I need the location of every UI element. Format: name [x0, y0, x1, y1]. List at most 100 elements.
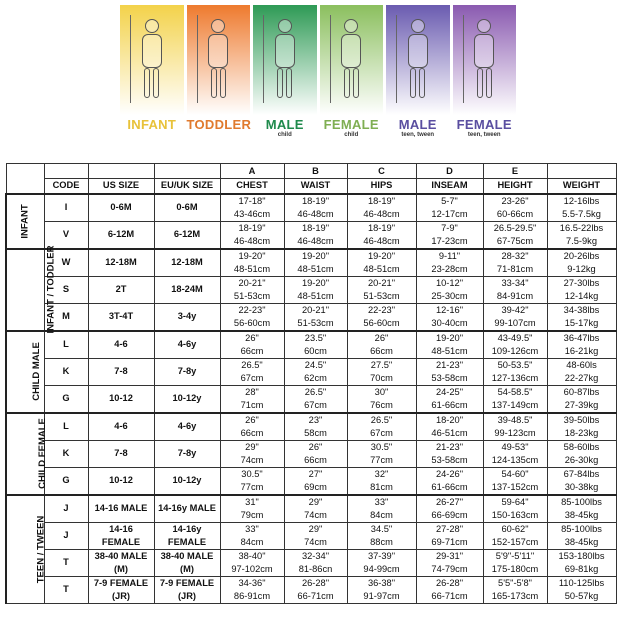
cell-text: 86-91cm — [233, 590, 271, 601]
cell-text: 6-12M — [173, 229, 201, 239]
cell-chest: 26.5" 67cm — [219, 357, 285, 386]
column-header-weight: WEIGHT — [546, 178, 617, 194]
cell-hips: 30.5" 77cm — [346, 439, 417, 468]
cell-text: 48-51cm — [363, 263, 400, 274]
header-row: CODE US SIZE EU/UK SIZE CHEST WAIST HIPS INSEA… — [6, 178, 617, 194]
cell-chest: 29" 74cm — [219, 439, 285, 468]
cell-text: 24.5" — [304, 359, 327, 370]
cell-code: K — [43, 357, 89, 386]
cell-inseam: 26-27" 66-69cm — [415, 493, 484, 523]
cell-chest: 30.5" 77cm — [219, 466, 285, 495]
cell-text: 79cm — [240, 509, 264, 520]
cell-text: 84-91cm — [496, 290, 534, 301]
cell-text: 99-123cm — [494, 427, 536, 438]
cell-waist: 23" 58cm — [283, 411, 348, 441]
cell-text: 10-12 — [109, 393, 133, 403]
cell-text: 37-39" — [367, 550, 396, 561]
cell-text: 17-18" — [238, 195, 266, 206]
cell-text: 18-19" — [238, 222, 266, 233]
cell-text: 12-18M — [171, 257, 203, 267]
cell-text: 30-38kg — [564, 481, 599, 492]
cell-waist: 19-20" 48-51cm — [283, 275, 348, 304]
cell-text: L — [63, 421, 69, 431]
table-row: CHILD MALE L 4-6 4-6y 26" 66cm 23.5" 60cm 26" 66c… — [5, 329, 617, 413]
cell-waist: 32-34" 81-86cn — [283, 548, 348, 577]
cell-text: 12-17cm — [431, 208, 468, 219]
figure-illustration — [339, 19, 363, 105]
cell-text: 66-71cm — [297, 590, 334, 601]
cell-text: 5'9"-5'11" — [495, 550, 535, 561]
cell-text: 60-66cm — [496, 208, 534, 219]
cell-hips: 27.5" 70cm — [346, 357, 417, 386]
cell-inseam: 21-23" 53-58cm — [415, 439, 484, 468]
cell-height: 26.5-29.5" 67-75cm — [482, 220, 548, 249]
cell-hips: 32" 81cm — [346, 466, 417, 495]
cell-text: 97-102cm — [231, 563, 273, 574]
blank-header — [546, 163, 617, 179]
cell-code: T — [43, 575, 89, 604]
cell-text: 18-19" — [301, 195, 330, 206]
cell-eu-uk-size: 7-8y — [153, 357, 221, 386]
cell-code: I — [43, 192, 89, 222]
cell-text: 53-58cm — [431, 372, 468, 383]
cell-weight: 20-26lbs 9-12kg — [546, 247, 617, 277]
cell-text: 23-28cm — [431, 263, 468, 274]
cell-code: L — [43, 411, 89, 441]
cell-us-size: 10-12 — [87, 384, 155, 413]
cell-weight: 34-38lbs 15-17kg — [546, 302, 617, 331]
cell-text: 30-40cm — [431, 317, 468, 328]
cell-text: 24-26" — [435, 468, 464, 479]
cell-text: 85-100lbs — [561, 523, 602, 534]
cell-text: 10-12 — [109, 475, 133, 485]
cell-code: G — [43, 384, 89, 413]
cell-text: 150-163cm — [491, 509, 539, 520]
cell-text: 74cm — [240, 454, 264, 465]
cell-text: (JR) — [177, 590, 197, 601]
cell-waist: 19-20" 48-51cm — [283, 247, 348, 277]
cell-text: 10-12y — [172, 393, 202, 403]
cell-text: 56-60cm — [233, 317, 271, 328]
cell-text: 12-14kg — [564, 290, 599, 301]
cell-us-size: 4-6 — [87, 411, 155, 441]
cell-inseam: 21-23" 53-58cm — [415, 357, 484, 386]
cell-text: 46-48cm — [297, 235, 334, 246]
cell-text: 33" — [374, 496, 389, 507]
cell-text: 48-51cm — [297, 290, 334, 301]
cell-height: 39-48.5" 99-123cm — [482, 411, 548, 441]
cell-inseam: 7-9" 17-23cm — [415, 220, 484, 249]
cell-text: 26" — [245, 414, 259, 425]
cell-text: 46-51cm — [431, 427, 468, 438]
group-label-cell: TEEN / TWEEN — [5, 493, 47, 604]
banner-panel-male: MALE teen, tween — [386, 5, 450, 138]
cell-height: 59-64" 150-163cm — [482, 493, 548, 523]
height-ruler — [462, 15, 464, 103]
measure-letter: D — [415, 163, 484, 179]
cell-text: 137-152cm — [491, 481, 539, 492]
cell-text: 29" — [245, 441, 259, 452]
cell-text: 26.5" — [241, 359, 263, 370]
cell-us-size: 7-8 — [87, 357, 155, 386]
cell-text: 51-53cm — [297, 317, 334, 328]
cell-text: 28-32" — [501, 250, 529, 261]
cell-eu-uk-size: 6-12M — [153, 220, 221, 249]
cell-us-size: 14-16 FEMALE — [87, 521, 155, 550]
cell-text: 48-51cm — [233, 263, 271, 274]
cell-text: 23" — [308, 414, 323, 425]
banner-panel-infant: INFANT — [120, 5, 184, 132]
banner-label: MALE — [398, 117, 437, 132]
table-row: CHILD FEMALE L 4-6 4-6y 26" 66cm 23" 58cm 26.5" 6… — [5, 411, 617, 495]
cell-text: 18-23kg — [564, 427, 599, 438]
cell-text: 26.5" — [304, 386, 327, 397]
cell-weight: 48-60ls 22-27kg — [546, 357, 617, 386]
banner-sublabel: child — [344, 132, 359, 138]
table-row: V 6-12M 6-12M 18-19" 46-48cm 18-19" 46-48cm 18-… — [6, 220, 617, 249]
cell-text: 36-47lbs — [563, 332, 600, 343]
cell-text: 21-23" — [435, 359, 464, 370]
cell-us-size: 10-12 — [87, 466, 155, 495]
cell-text: 22-23" — [238, 304, 266, 315]
cell-text: 85-100lbs — [561, 496, 602, 507]
group-label: TEEN / TWEEN — [35, 515, 47, 583]
banner-label: FEMALE — [323, 117, 379, 132]
cell-text: 66-71cm — [431, 590, 468, 601]
cell-text: 20-21" — [367, 277, 396, 288]
